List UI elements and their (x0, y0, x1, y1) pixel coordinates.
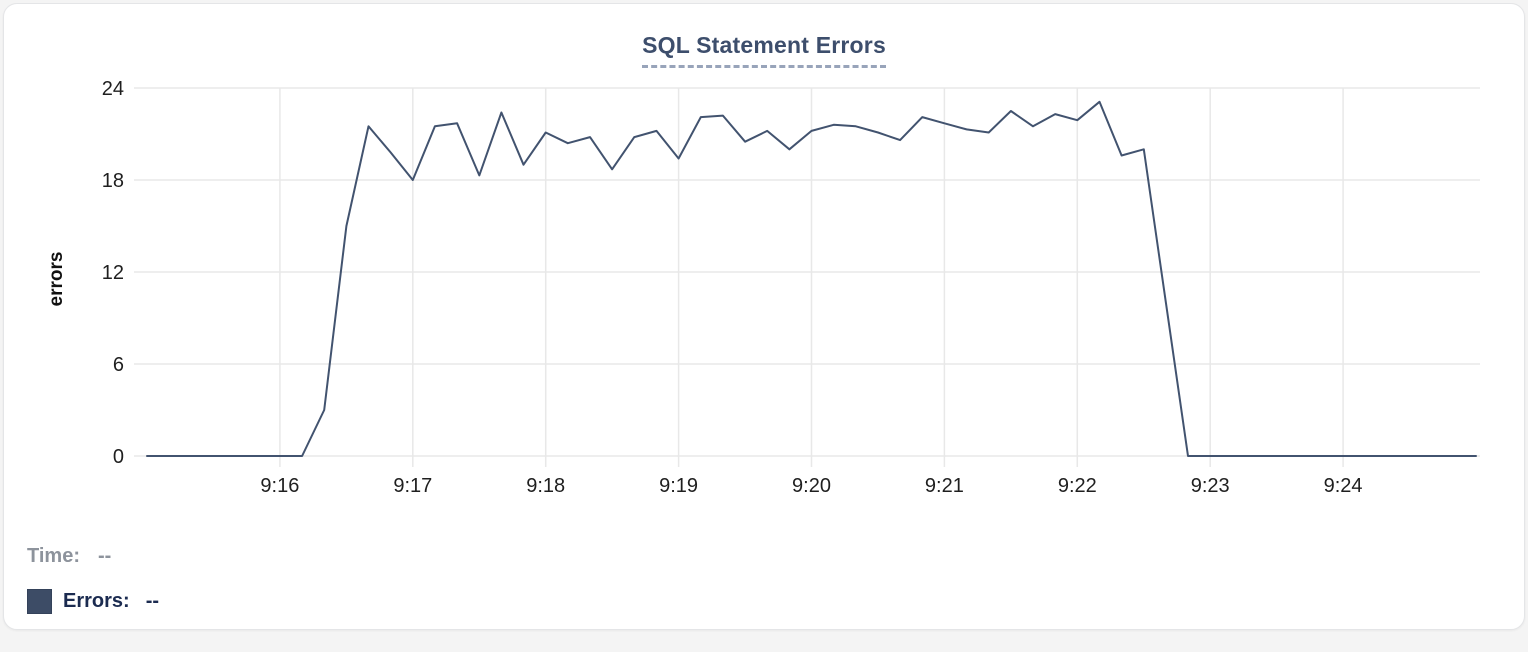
time-value: -- (97, 545, 112, 567)
chart-card: SQL Statement Errors errors 0 6 12 18 24 9:16… (3, 3, 1525, 630)
x-tick-label: 9:22 (1058, 475, 1097, 497)
x-tick-label: 9:24 (1324, 475, 1363, 497)
x-tick-label: 9:19 (659, 475, 698, 497)
x-tick-label: 9:18 (526, 475, 565, 497)
x-tick-label: 9:21 (925, 475, 964, 497)
x-tick-label: 9:17 (393, 475, 432, 497)
y-tick-label: 6 (113, 354, 124, 376)
time-label: Time: (27, 545, 80, 567)
chart-title[interactable]: SQL Statement Errors (642, 32, 886, 68)
tick-labels: 0 6 12 18 24 9:16 9:17 9:18 9:19 9:20 9:21 9:22 9:23… (102, 78, 1363, 497)
hover-readout-time: Time: -- (27, 545, 111, 568)
chart-header: SQL Statement Errors (4, 32, 1524, 68)
errors-series-line[interactable] (146, 100, 1477, 457)
legend-item-errors[interactable]: Errors: -- (27, 589, 159, 614)
x-tick-label: 9:16 (260, 475, 299, 497)
y-tick-label: 12 (102, 262, 124, 284)
x-tick-label: 9:23 (1191, 475, 1230, 497)
gridlines (134, 87, 1480, 467)
errors-series-swatch (27, 589, 52, 614)
y-tick-label: 0 (113, 446, 124, 468)
plot-area[interactable]: 0 6 12 18 24 9:16 9:17 9:18 9:19 9:20 9:21 9:22 9:23… (4, 4, 1525, 509)
y-tick-label: 18 (102, 170, 124, 192)
errors-value: -- (145, 590, 160, 612)
x-tick-label: 9:20 (792, 475, 831, 497)
y-tick-label: 24 (102, 78, 124, 100)
errors-label: Errors: (63, 590, 130, 612)
